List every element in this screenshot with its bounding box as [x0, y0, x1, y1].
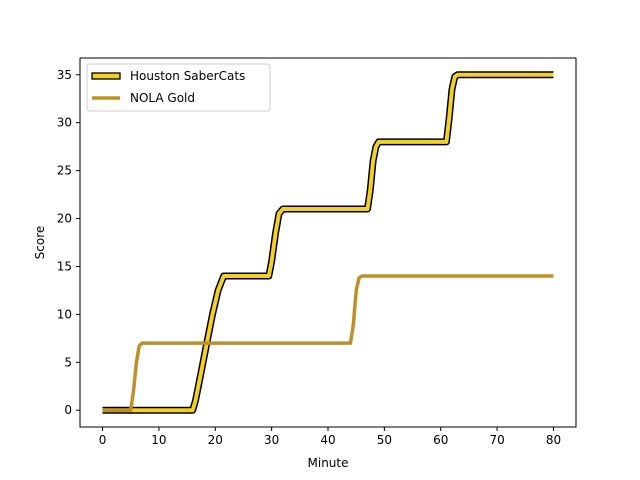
x-tick-label: 60 [433, 433, 448, 447]
y-tick-label: 20 [57, 212, 72, 226]
y-axis-label: Score [33, 226, 47, 260]
x-tick-label: 40 [320, 433, 335, 447]
x-tick-label: 30 [264, 433, 279, 447]
y-tick-label: 0 [64, 403, 72, 417]
legend: Houston SaberCats NOLA Gold [86, 63, 271, 112]
series-line-1 [102, 274, 554, 412]
y-tick-label: 10 [57, 307, 72, 321]
x-axis: 0 10 20 30 40 50 60 70 80 [99, 427, 561, 447]
legend-box [86, 63, 271, 112]
y-tick-label: 5 [64, 355, 72, 369]
y-tick-label: 15 [57, 259, 72, 273]
y-tick-label: 35 [57, 68, 72, 82]
x-tick-label: 10 [151, 433, 166, 447]
x-tick-label: 80 [546, 433, 561, 447]
y-axis: 0 5 10 15 20 25 30 35 [57, 68, 80, 417]
x-tick-label: 0 [99, 433, 107, 447]
series-layer [102, 71, 554, 414]
x-tick-label: 50 [377, 433, 392, 447]
y-tick-label: 30 [57, 116, 72, 130]
x-tick-label: 20 [208, 433, 223, 447]
x-tick-label: 70 [489, 433, 504, 447]
x-axis-label: Minute [308, 456, 349, 470]
legend-label-0: Houston SaberCats [130, 69, 245, 83]
legend-swatch-0 [91, 72, 121, 80]
y-tick-label: 25 [57, 164, 72, 178]
legend-label-1: NOLA Gold [130, 91, 195, 105]
